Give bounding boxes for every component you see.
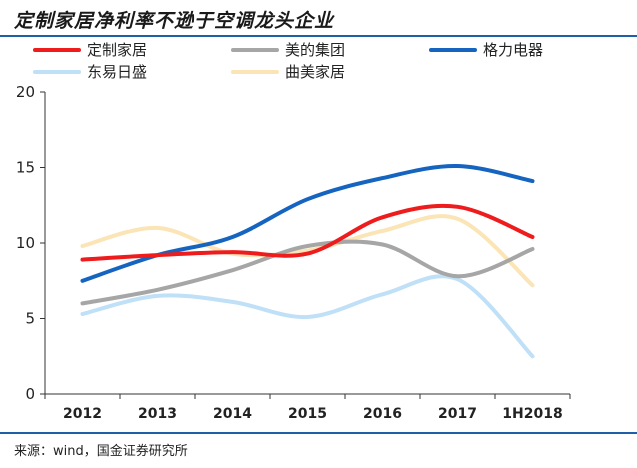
source-note: 来源：wind，国金证券研究所 bbox=[14, 444, 188, 459]
series-line-1 bbox=[80, 239, 535, 306]
y-tick-label: 15 bbox=[16, 159, 35, 177]
x-tick-label: 2017 bbox=[438, 406, 477, 422]
legend-label: 定制家居 bbox=[87, 41, 147, 59]
x-tick-label: 2014 bbox=[213, 406, 252, 422]
series-line-4 bbox=[80, 214, 535, 288]
y-tick-label: 0 bbox=[25, 385, 35, 403]
series-lines bbox=[80, 163, 535, 359]
x-tick-label: 2016 bbox=[363, 406, 402, 422]
y-tick-label: 20 bbox=[16, 83, 35, 101]
axes: 0 5 10 15 20 2012 2013 2014 2015 2016 2017 1H2018 bbox=[16, 83, 571, 422]
y-tick-label: 10 bbox=[16, 234, 35, 252]
x-tick-label: 2013 bbox=[138, 406, 177, 422]
y-tick-label: 5 bbox=[25, 310, 35, 328]
x-tick-label: 2012 bbox=[63, 406, 102, 422]
legend-label: 东易日盛 bbox=[87, 63, 147, 81]
series-line-3 bbox=[80, 274, 535, 359]
legend-label: 美的集团 bbox=[285, 41, 345, 59]
x-tick-label: 2015 bbox=[288, 406, 327, 422]
legend-label: 曲美家居 bbox=[285, 63, 345, 81]
legend-label: 格力电器 bbox=[483, 41, 543, 59]
series-line-0 bbox=[80, 203, 535, 262]
header-rule bbox=[0, 35, 637, 37]
footer-rule bbox=[0, 432, 637, 434]
chart-title: 定制家居净利率不逊于空调龙头企业 bbox=[14, 10, 335, 32]
x-tick-label: 1H2018 bbox=[502, 406, 562, 422]
